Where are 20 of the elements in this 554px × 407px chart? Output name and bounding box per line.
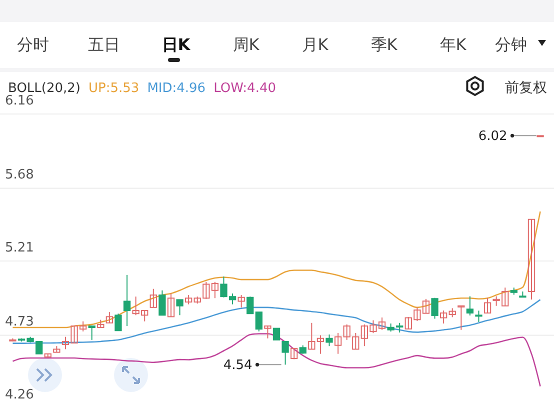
y-tick-label: 5.68	[5, 168, 34, 183]
text: 日K	[162, 35, 191, 54]
text: 前复权	[505, 80, 547, 96]
text: 年K	[440, 35, 467, 54]
text: 分钟	[495, 35, 527, 54]
text: 分时	[17, 35, 49, 54]
text: 五日	[88, 35, 120, 54]
y-tick-label: 4.73	[5, 314, 34, 330]
y-tick-label: 5.21	[5, 240, 34, 256]
chart-title: BOLL(20,2)	[8, 81, 80, 96]
text: LOW:4.40	[214, 81, 276, 96]
y-tick-label: 4.26	[5, 387, 34, 402]
y-tick-label: 6.16	[5, 93, 34, 108]
text: 周K	[232, 35, 260, 54]
text: 季K	[370, 35, 398, 54]
annotation: 4.54	[223, 358, 252, 374]
text: 月K	[302, 35, 329, 54]
text: MID:4.96	[147, 81, 206, 96]
annotation: 6.02	[478, 129, 508, 144]
text: UP:5.53	[88, 81, 140, 96]
